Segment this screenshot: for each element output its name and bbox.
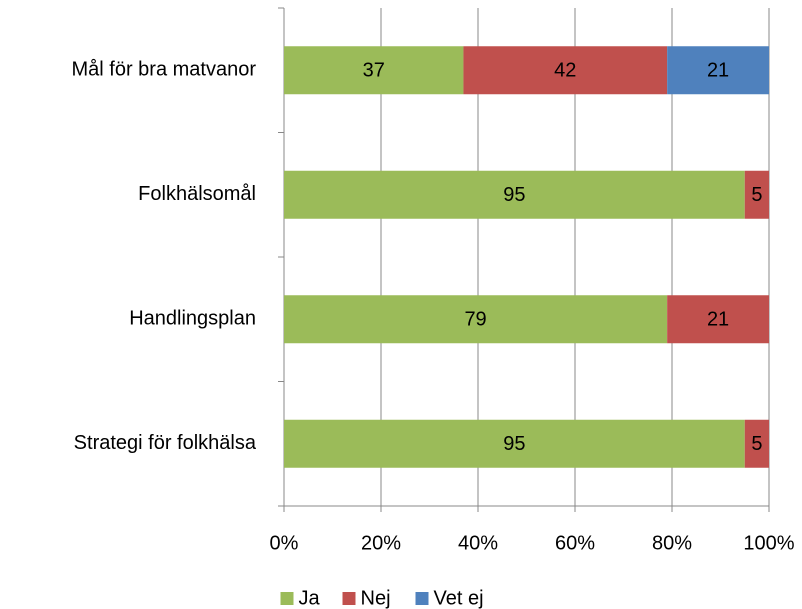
data-label: 5 (751, 433, 762, 455)
legend-swatch (280, 592, 294, 605)
bar-segment (667, 46, 769, 95)
legend-swatch (415, 592, 429, 605)
data-label: 42 (554, 60, 576, 82)
data-label: 95 (503, 184, 525, 206)
data-label: 21 (707, 309, 729, 331)
x-tick-label: 60% (555, 532, 595, 554)
data-label: 79 (464, 309, 486, 331)
x-tick-label: 20% (361, 532, 401, 554)
bar-segment (284, 419, 745, 468)
bar-segment (463, 46, 668, 95)
bar-segment (744, 419, 769, 468)
legend-label: Vet ej (434, 587, 484, 609)
data-label: 95 (503, 433, 525, 455)
x-tick-label: 100% (743, 532, 794, 554)
legend-label: Ja (299, 587, 321, 609)
bar-segment (744, 170, 769, 219)
data-label: 5 (751, 184, 762, 206)
x-tick-label: 0% (270, 532, 299, 554)
x-tick-label: 80% (652, 532, 692, 554)
y-tick-label: Handlingsplan (129, 308, 256, 330)
y-tick-label: Folkhälsomål (138, 183, 256, 205)
bar-segment (284, 295, 668, 344)
x-tick-label: 40% (458, 532, 498, 554)
data-label: 21 (707, 60, 729, 82)
y-tick-label: Mål för bra matvanor (71, 59, 256, 81)
y-tick-label: Strategi för folkhälsa (74, 432, 257, 454)
data-label: 37 (363, 60, 385, 82)
legend-swatch (342, 592, 356, 605)
legend-label: Nej (361, 587, 391, 609)
bar-segment (667, 295, 769, 344)
bar-segment (284, 170, 745, 219)
bar-segment (284, 46, 464, 95)
